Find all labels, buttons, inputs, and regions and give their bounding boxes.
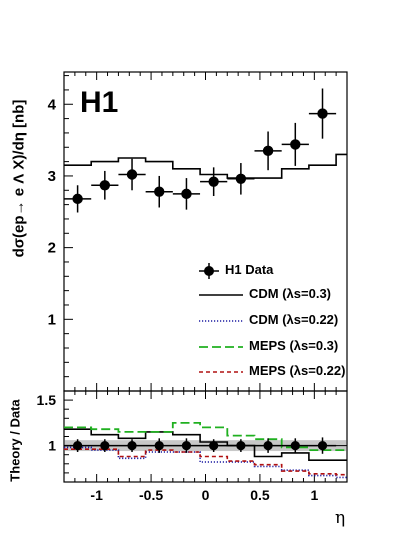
bottom-y-tick-label: 1: [48, 438, 56, 454]
x-tick-label: -1: [90, 487, 103, 503]
legend-item-h1-data: H1 Data: [197, 262, 357, 282]
legend-label-meps-022: MEPS (λs=0.22): [249, 363, 346, 378]
legend-label-cdm-03: CDM (λs=0.3): [249, 286, 331, 301]
legend-item-cdm-03: CDM (λs=0.3): [197, 286, 357, 306]
ratio-point: [73, 441, 83, 451]
ratio-theory-line: [64, 448, 347, 476]
legend-line-meps-022: [199, 371, 243, 373]
ratio-theory-line: [64, 422, 347, 451]
data-point: [235, 173, 247, 185]
legend-label-meps-03: MEPS (λs=0.3): [249, 338, 339, 353]
legend-line-cdm-03: [199, 294, 243, 296]
ratio-point: [181, 441, 192, 451]
data-point: [181, 188, 192, 200]
y-axis-label-top: dσ(ep→ e Λ X)/dη [nb]: [10, 99, 28, 258]
data-point: [208, 176, 219, 187]
data-point: [290, 139, 301, 150]
top-y-tick-label: 3: [48, 168, 56, 185]
h1-logo: H1: [80, 86, 119, 119]
legend-line-cdm-022: [199, 320, 243, 322]
top-y-tick-label: 4: [48, 96, 57, 113]
top-theory-line: [64, 153, 347, 179]
ratio-point: [100, 441, 110, 451]
legend-label-cdm-022: CDM (λs=0.22): [249, 312, 339, 327]
legend-item-meps-022: MEPS (λs=0.22): [197, 363, 357, 383]
ratio-theory-line: [64, 428, 347, 461]
ratio-point: [154, 441, 164, 451]
ratio-point: [127, 441, 137, 451]
ratio-point: [209, 441, 219, 451]
x-tick-label: 1: [310, 487, 318, 503]
legend-item-meps-03: MEPS (λs=0.3): [197, 338, 357, 358]
x-axis-label: η: [335, 508, 346, 528]
x-tick-label: -0.5: [139, 487, 163, 503]
x-tick-label: 0: [202, 487, 210, 503]
data-point: [126, 169, 138, 180]
data-point: [317, 108, 328, 119]
ratio-point: [263, 441, 273, 451]
data-point: [262, 145, 274, 157]
y-axis-label-bottom: Theory / Data: [7, 399, 23, 482]
data-point: [154, 186, 165, 197]
data-point: [99, 180, 111, 191]
top-y-tick-label: 1: [48, 311, 56, 328]
legend-marker-h1-data: [199, 263, 219, 279]
ratio-theory-line: [64, 446, 347, 479]
bottom-y-tick-label: 1.5: [37, 392, 57, 408]
ratio-point: [236, 441, 246, 451]
legend-label-h1-data: H1 Data: [225, 262, 274, 277]
x-tick-label: 0.5: [250, 487, 270, 503]
top-y-tick-label: 2: [48, 240, 56, 257]
legend-line-meps-03: [199, 346, 243, 348]
bottom-panel-frame: [63, 390, 348, 483]
data-point: [72, 193, 83, 205]
ratio-point: [290, 441, 300, 451]
ratio-point: [317, 441, 328, 451]
legend-item-cdm-022: CDM (λs=0.22): [197, 312, 357, 332]
